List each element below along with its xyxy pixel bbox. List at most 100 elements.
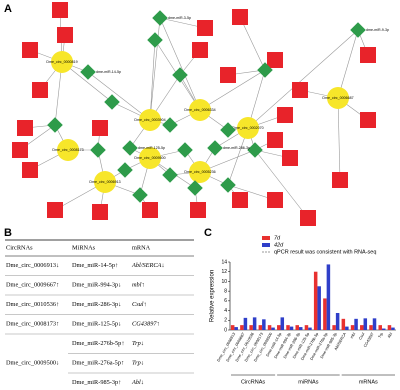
bar — [326, 264, 331, 330]
node-label: Dme_circ_0005236 — [184, 170, 215, 174]
table-cell: Trp↓ — [132, 360, 144, 367]
mirna-node — [162, 117, 178, 133]
mrna-node — [12, 142, 28, 158]
edge — [159, 17, 201, 111]
bar — [381, 328, 386, 330]
bar — [234, 327, 238, 330]
bar — [277, 325, 281, 330]
edge — [337, 97, 341, 181]
mirna-node — [117, 162, 133, 178]
table-cell: Dme_miR-14-5p↑ — [72, 262, 118, 269]
x-tick-label: Csul — [358, 332, 365, 341]
mirna-node — [177, 142, 193, 158]
bar — [363, 318, 368, 330]
mirna-node — [162, 167, 178, 183]
circrna-node — [51, 51, 73, 73]
x-tick-label: CG43897 — [363, 332, 375, 348]
mirna-node — [220, 177, 236, 193]
legend-swatch — [262, 236, 270, 240]
bar — [280, 317, 285, 330]
table-cell: Dme_miR-276b-5p↑ — [72, 340, 124, 347]
mrna-node — [142, 202, 158, 218]
bar — [267, 325, 272, 330]
y-tick-label: 14 — [221, 259, 227, 265]
table-cell: Dme_miR-994-3p↓ — [72, 282, 121, 289]
edge — [337, 29, 359, 99]
bar — [298, 327, 303, 330]
mrna-node — [92, 204, 108, 220]
table-cell: Dme_miR-286-3p↓ — [72, 301, 121, 308]
mrna-node — [300, 210, 316, 226]
mrna-node — [47, 202, 63, 218]
y-tick-label: 8 — [224, 288, 227, 294]
bar — [341, 318, 346, 330]
circrna-node — [57, 139, 79, 161]
table-cell: Dme_circ_0009667↑ — [6, 282, 59, 289]
node-label: Dme_circ_0008173 — [52, 148, 83, 152]
table-cell: mbl↑ — [132, 282, 145, 289]
mrna-node — [17, 120, 33, 136]
node-label: Dme_circ_0002070 — [232, 126, 263, 130]
circrna-node — [189, 99, 211, 121]
mirna-node — [187, 180, 203, 196]
circrna-node — [189, 161, 211, 183]
x-tick-label: mbl — [350, 332, 357, 339]
circrna-node — [237, 117, 259, 139]
node-label: dme-miR-14-5p — [96, 70, 121, 74]
bar — [372, 318, 377, 330]
legend-swatch — [262, 243, 270, 247]
bar — [335, 313, 340, 330]
mrna-node — [267, 52, 283, 68]
x-tick-label: Abl — [387, 332, 393, 339]
mirna-node — [80, 64, 96, 80]
circrna-node — [327, 87, 349, 109]
node-label: dme-miR-286-3p — [223, 146, 250, 150]
table-cell: CG43897↑ — [132, 321, 160, 328]
bar — [230, 325, 235, 330]
panel-label: C — [204, 227, 212, 239]
bar — [258, 325, 263, 330]
circrna-node — [139, 109, 161, 131]
y-tick-label: 6 — [224, 298, 227, 304]
mirna-node — [207, 140, 223, 156]
bar — [391, 327, 395, 330]
mirna-node — [147, 32, 163, 48]
bar — [323, 298, 327, 330]
edge — [149, 17, 161, 121]
mrna-node — [232, 9, 248, 25]
bar — [240, 325, 244, 330]
bar — [289, 326, 294, 330]
table-header: MiRNAs — [72, 244, 96, 251]
y-axis-label: Relative expression — [210, 270, 216, 322]
edge — [247, 29, 359, 129]
bar — [354, 318, 358, 330]
group-label: mRNAs — [359, 379, 378, 385]
node-label: Dme_circ_0006913 — [89, 180, 120, 184]
mrna-node — [292, 82, 308, 98]
mrna-node — [22, 42, 38, 58]
table-cell: Abl/SERCA↓ — [131, 262, 165, 269]
table-cell: Abl↓ — [131, 379, 144, 386]
node-label: dme-miR-3-5p — [168, 16, 191, 20]
node-label: dme-miR-125-5p — [138, 146, 165, 150]
legend-label: qPCR result was consistent with RNA-seq — [274, 249, 376, 255]
mrna-node — [332, 172, 348, 188]
table-cell: Dme_circ_0008173↑ — [6, 321, 59, 328]
table-cell: Dme_circ_0006913↓ — [6, 262, 59, 269]
mrna-node — [197, 20, 213, 36]
table-cell: Csul↑ — [132, 301, 147, 308]
mirna-node — [122, 140, 138, 156]
node-label: dme-miR-9-3p — [366, 28, 389, 32]
bar — [262, 319, 266, 330]
edge — [239, 16, 266, 71]
legend-label: 42d — [274, 242, 284, 248]
bar — [271, 327, 275, 330]
node-label: Dme_circ_0009500 — [134, 156, 165, 160]
edge — [87, 71, 151, 121]
y-tick-label: 0 — [224, 327, 227, 333]
mirna-node — [172, 67, 188, 83]
bar — [243, 317, 248, 330]
edge — [149, 39, 156, 121]
mrna-node — [232, 192, 248, 208]
